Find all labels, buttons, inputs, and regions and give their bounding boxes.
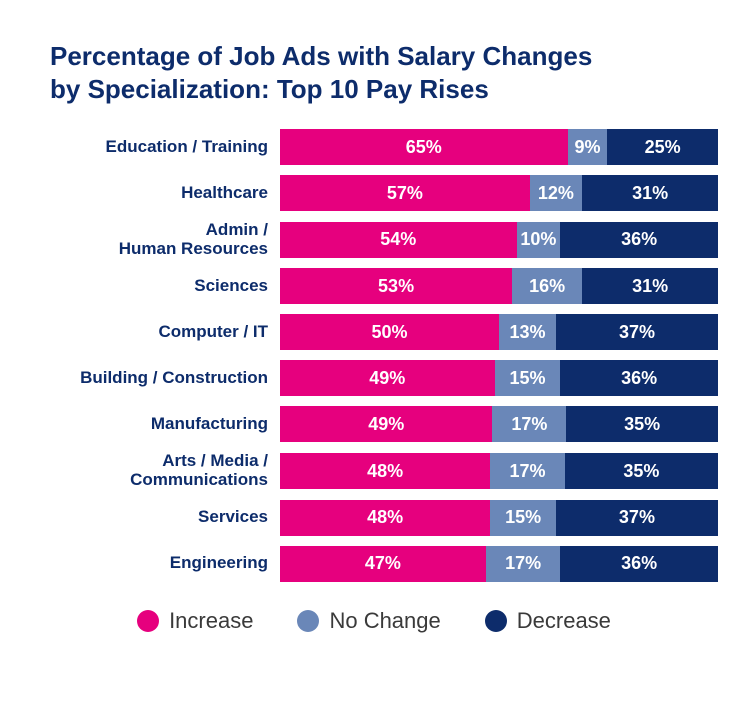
seg-increase: 50% [280, 314, 499, 350]
row-label: Engineering [30, 554, 280, 573]
chart-row: Admin /Human Resources54%10%36% [30, 221, 718, 258]
seg-increase: 53% [280, 268, 512, 304]
seg-decrease: 37% [556, 314, 718, 350]
seg-increase: 49% [280, 360, 495, 396]
legend-label-increase: Increase [169, 608, 253, 634]
row-label: Arts / Media / Communications [30, 452, 280, 489]
chart-row: Education / Training65%9%25% [30, 129, 718, 165]
seg-nochange: 17% [490, 453, 564, 489]
row-label: Building / Construction [30, 369, 280, 388]
chart-title: Percentage of Job Ads with Salary Change… [30, 40, 718, 105]
seg-increase: 65% [280, 129, 568, 165]
legend-item-increase: Increase [137, 608, 253, 634]
stacked-bar: 48%15%37% [280, 500, 718, 536]
row-label: Computer / IT [30, 323, 280, 342]
stacked-bar: 49%17%35% [280, 406, 718, 442]
chart-row: Engineering47%17%36% [30, 546, 718, 582]
seg-nochange: 9% [568, 129, 608, 165]
seg-decrease: 31% [582, 268, 718, 304]
row-label: Services [30, 508, 280, 527]
seg-decrease: 36% [560, 222, 718, 258]
row-label: Healthcare [30, 184, 280, 203]
seg-decrease: 35% [566, 406, 718, 442]
seg-nochange: 13% [499, 314, 556, 350]
title-line-2: by Specialization: Top 10 Pay Rises [50, 74, 489, 104]
legend-item-nochange: No Change [297, 608, 440, 634]
seg-decrease: 35% [565, 453, 718, 489]
seg-increase: 54% [280, 222, 517, 258]
seg-nochange: 12% [530, 175, 583, 211]
row-label: Education / Training [30, 138, 280, 157]
row-label: Sciences [30, 277, 280, 296]
chart-row: Arts / Media / Communications48%17%35% [30, 452, 718, 489]
stacked-bar: 65%9%25% [280, 129, 718, 165]
chart-row: Building / Construction49%15%36% [30, 360, 718, 396]
seg-nochange: 15% [495, 360, 561, 396]
seg-nochange: 17% [492, 406, 566, 442]
seg-decrease: 37% [556, 500, 718, 536]
seg-increase: 47% [280, 546, 486, 582]
legend-swatch-nochange [297, 610, 319, 632]
legend-label-decrease: Decrease [517, 608, 611, 634]
stacked-bar: 48%17%35% [280, 453, 718, 489]
seg-increase: 48% [280, 453, 490, 489]
row-label: Manufacturing [30, 415, 280, 434]
row-label: Admin /Human Resources [30, 221, 280, 258]
chart-row: Sciences53%16%31% [30, 268, 718, 304]
seg-increase: 48% [280, 500, 490, 536]
legend: Increase No Change Decrease [30, 608, 718, 634]
seg-nochange: 16% [512, 268, 582, 304]
seg-nochange: 17% [486, 546, 560, 582]
seg-increase: 49% [280, 406, 492, 442]
seg-nochange: 15% [490, 500, 556, 536]
seg-increase: 57% [280, 175, 530, 211]
chart-row: Healthcare57%12%31% [30, 175, 718, 211]
seg-nochange: 10% [517, 222, 561, 258]
title-line-1: Percentage of Job Ads with Salary Change… [50, 41, 592, 71]
stacked-bar: 53%16%31% [280, 268, 718, 304]
stacked-bar: 49%15%36% [280, 360, 718, 396]
chart-row: Computer / IT50%13%37% [30, 314, 718, 350]
stacked-bar: 57%12%31% [280, 175, 718, 211]
legend-label-nochange: No Change [329, 608, 440, 634]
seg-decrease: 36% [560, 360, 718, 396]
stacked-bar: 50%13%37% [280, 314, 718, 350]
chart-row: Manufacturing49%17%35% [30, 406, 718, 442]
stacked-bar: 47%17%36% [280, 546, 718, 582]
seg-decrease: 25% [607, 129, 718, 165]
seg-decrease: 31% [582, 175, 718, 211]
stacked-bar: 54%10%36% [280, 222, 718, 258]
stacked-bar-chart: Education / Training65%9%25%Healthcare57… [30, 129, 718, 582]
legend-item-decrease: Decrease [485, 608, 611, 634]
legend-swatch-decrease [485, 610, 507, 632]
chart-row: Services48%15%37% [30, 500, 718, 536]
seg-decrease: 36% [560, 546, 718, 582]
legend-swatch-increase [137, 610, 159, 632]
